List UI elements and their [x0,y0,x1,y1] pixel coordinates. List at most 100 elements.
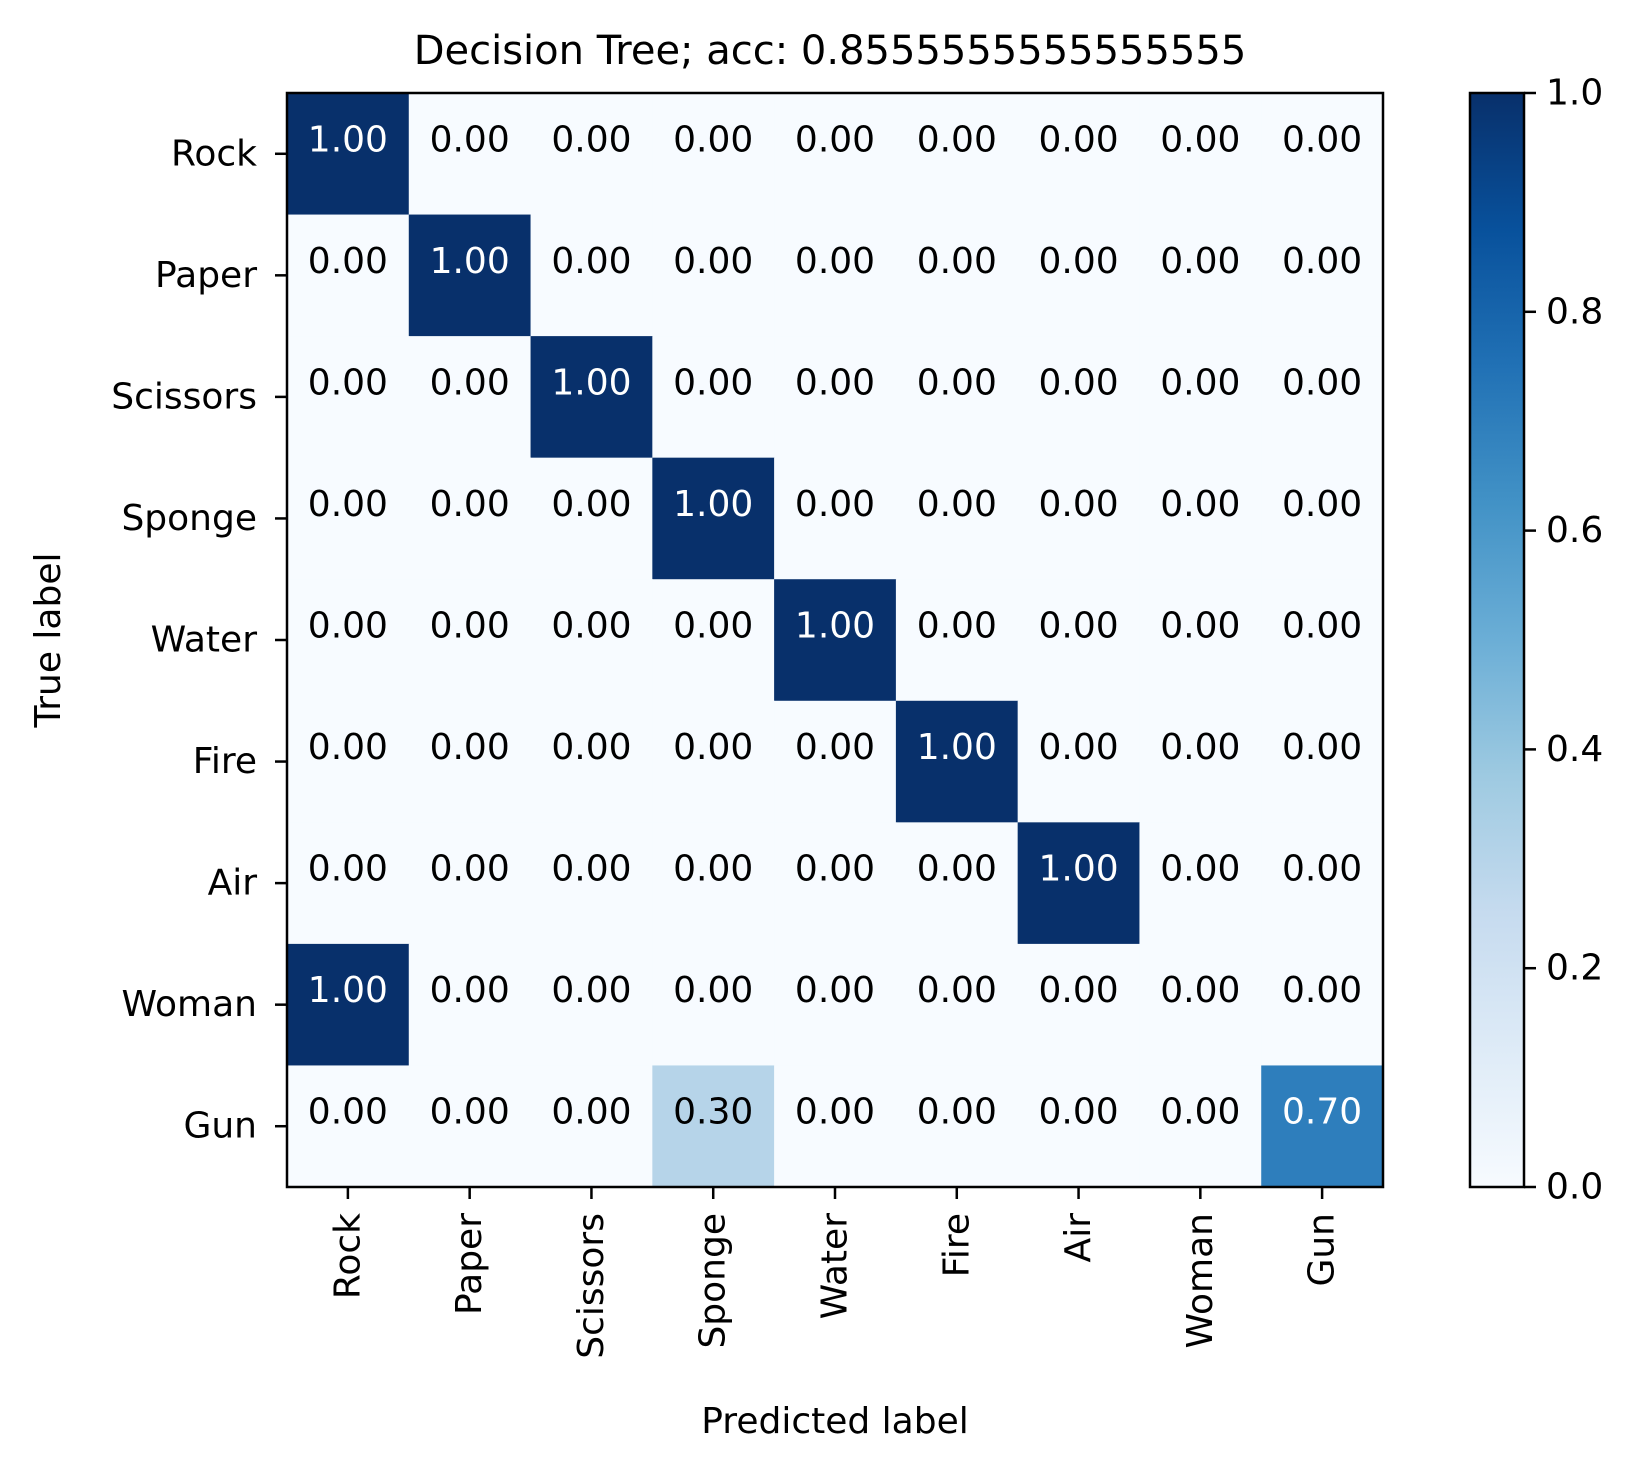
x-tick-label: Sponge [693,1213,734,1349]
y-tick-label: Rock [171,133,257,174]
heatmap-cell [1017,214,1140,337]
cell-value-label: 1.00 [308,119,388,160]
heatmap-cell [530,1065,653,1188]
cell-value-label: 0.00 [1160,484,1240,525]
chart-title: Decision Tree; acc: 0.8555555555555555 [414,28,1247,74]
cell-value-label: 1.00 [430,241,510,282]
cell-value-label: 0.00 [430,970,510,1011]
cell-value-label: 0.00 [917,119,997,160]
heatmap-cell [1139,1065,1262,1188]
heatmap-cell [1017,457,1140,580]
heatmap-cell [1261,457,1384,580]
cell-value-label: 0.00 [430,362,510,403]
colorbar-tick-label: 0.4 [1546,729,1603,770]
heatmap-cell [530,457,653,580]
heatmap-cell [1139,336,1262,459]
cell-value-label: 0.00 [917,241,997,282]
cell-value-label: 0.00 [795,849,875,890]
heatmap-cell [408,943,532,1066]
heatmap-cell [1261,1065,1384,1188]
heatmap-cell [895,214,1019,337]
cell-value-label: 0.00 [917,970,997,1011]
heatmap-cell [1017,93,1140,216]
cell-value-label: 0.00 [673,119,753,160]
heatmap-cell [1261,943,1384,1066]
cell-value-label: 0.00 [308,484,388,525]
x-tick-label: Air [1058,1213,1099,1263]
cell-value-label: 0.00 [1282,362,1362,403]
cell-value-label: 0.00 [1160,849,1240,890]
cell-value-label: 0.00 [1160,606,1240,647]
cell-value-label: 0.00 [1038,241,1118,282]
heatmap-cell [895,1065,1019,1188]
heatmap-cell [287,214,410,337]
x-tick-label: Water [815,1213,856,1320]
x-tick-label: Woman [1180,1213,1221,1348]
heatmap-cell [895,336,1019,459]
cell-value-label: 0.00 [795,119,875,160]
heatmap-cell [652,214,775,337]
colorbar-tick-label: 0.2 [1546,948,1603,989]
x-tick-label: Scissors [571,1213,612,1359]
heatmap-cell [774,822,897,945]
cell-value-label: 0.00 [795,484,875,525]
cell-value-label: 0.00 [1282,119,1362,160]
heatmap-cell [530,700,653,823]
cell-value-label: 0.00 [673,241,753,282]
cell-value-label: 0.00 [1282,241,1362,282]
y-tick-label: Sponge [121,498,257,539]
y-tick-label: Paper [155,255,257,296]
cell-value-label: 0.00 [308,606,388,647]
cell-value-labels: 1.00 0.00 0.00 0.00 0.00 0.00 0.00 0.00 0.00 0.00… [308,119,1362,1132]
cell-value-label: 0.00 [1038,362,1118,403]
heatmap-cell [287,457,410,580]
cell-value-label: 0.00 [917,362,997,403]
cell-value-label: 0.00 [551,606,631,647]
heatmap-cell [652,93,775,216]
cell-value-label: 0.00 [430,727,510,768]
colorbar-ticks: 0.0 0.2 0.4 0.6 0.8 1.0 [1524,73,1603,1208]
y-tick-label: Fire [193,741,257,782]
heatmap-cell [408,1065,532,1188]
heatmap-cell [287,93,410,216]
cell-value-label: 0.30 [673,1092,753,1133]
y-tick-label: Scissors [111,376,257,417]
y-tick-label: Woman [122,984,257,1025]
heatmap-cell [408,93,532,216]
heatmap-cell [408,214,532,337]
cell-value-label: 0.00 [551,727,631,768]
cell-value-label: 0.00 [673,970,753,1011]
heatmap-cell [1261,579,1384,702]
cell-value-label: 0.00 [1160,727,1240,768]
cell-value-label: 0.00 [430,119,510,160]
heatmap-cell [1261,214,1384,337]
heatmap-cell [1139,822,1262,945]
heatmap-cell [895,579,1019,702]
heatmap-cell [774,457,897,580]
cell-value-label: 0.00 [673,727,753,768]
cell-value-label: 0.00 [673,606,753,647]
heatmap-cell [530,822,653,945]
heatmap-cell [1017,943,1140,1066]
cell-value-label: 0.00 [551,970,631,1011]
cell-value-label: 0.00 [1038,970,1118,1011]
heatmap-cell [1261,336,1384,459]
cell-value-label: 1.00 [795,606,875,647]
cell-value-label: 1.00 [1038,849,1118,890]
colorbar-tick-label: 0.8 [1546,291,1603,332]
heatmap-cell [895,457,1019,580]
cell-value-label: 0.00 [917,849,997,890]
heatmap-cell [1017,579,1140,702]
heatmap-cell [774,579,897,702]
heatmap-cell [408,822,532,945]
y-axis: Rock Paper Scissors Sponge Water Fire Air Woman… [111,133,287,1147]
cell-value-label: 0.00 [1160,241,1240,282]
y-tick-label: Gun [183,1106,257,1147]
colorbar-tick-label: 0.6 [1546,510,1603,551]
heatmap-cell [652,457,775,580]
heatmap-cell [1017,1065,1140,1188]
heatmap-cells [287,93,1384,1188]
heatmap-cell [408,336,532,459]
heatmap-cell [652,700,775,823]
